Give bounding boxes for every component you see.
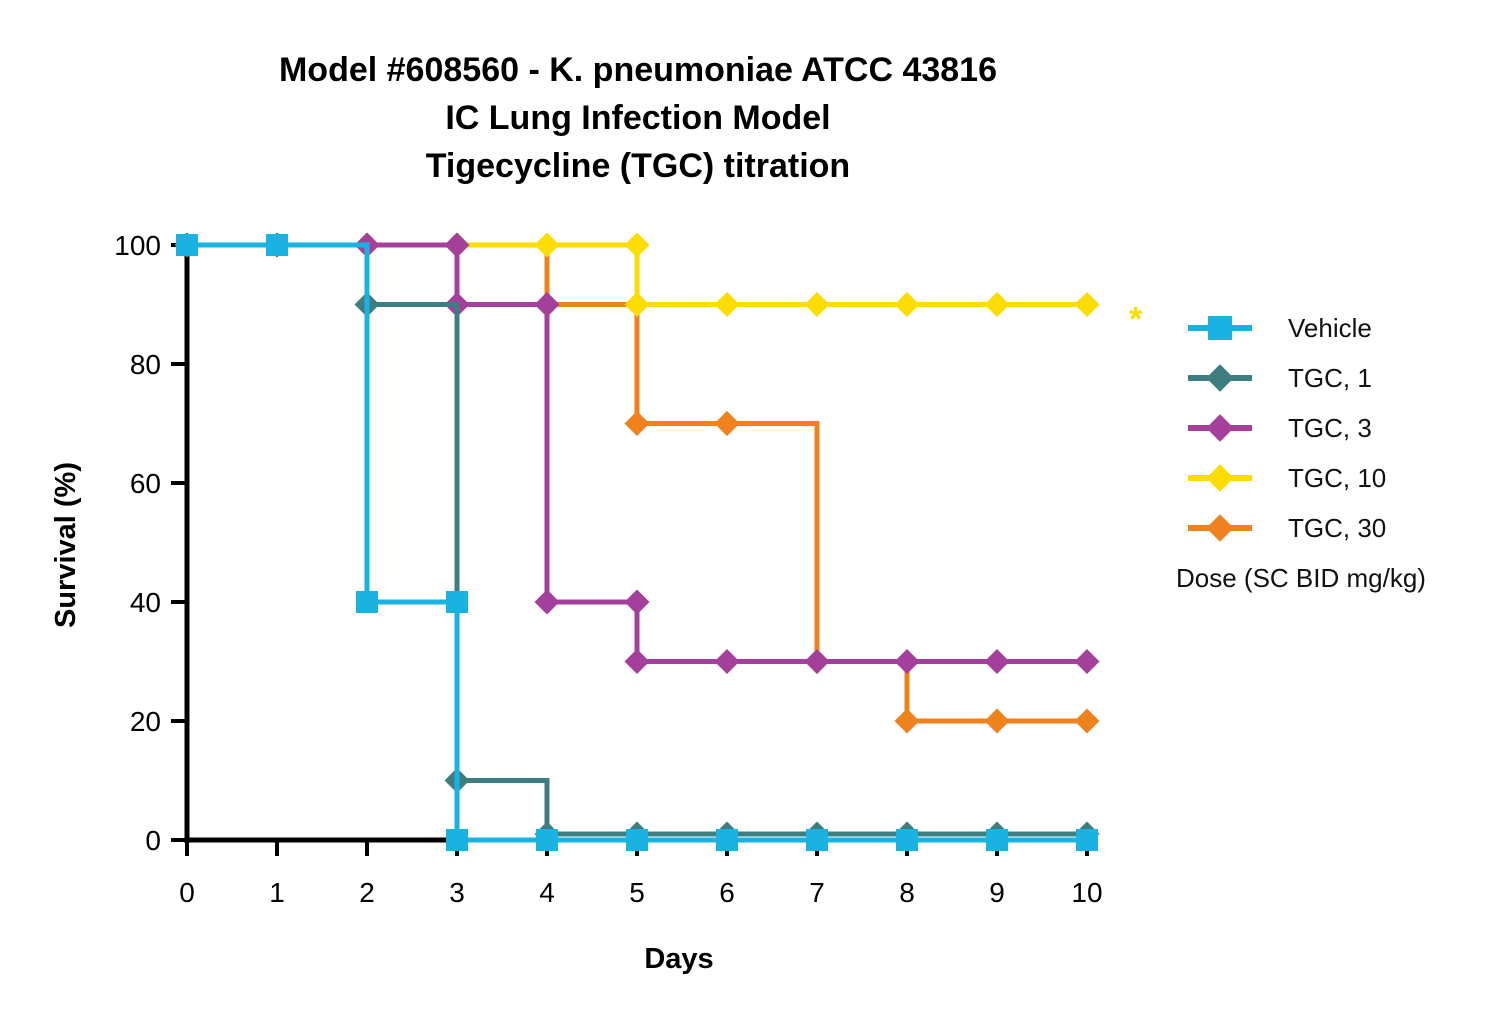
x-tick-label: 5: [629, 877, 645, 908]
y-tick-label: 60: [130, 468, 161, 499]
chart-title: Model #608560 - K. pneumoniae ATCC 43816…: [88, 46, 1188, 190]
data-point: [624, 232, 650, 258]
x-tick-label: 0: [179, 877, 195, 908]
data-point: [446, 591, 468, 613]
data-point: [716, 829, 738, 851]
data-point: [534, 589, 560, 615]
data-point: [1076, 829, 1098, 851]
y-tick-label: 0: [145, 825, 161, 856]
data-point: [984, 292, 1010, 317]
data-point: [266, 234, 288, 256]
y-tick-label: 40: [130, 587, 161, 618]
legend-label: TGC, 3: [1288, 413, 1372, 443]
data-point: [444, 232, 470, 258]
x-tick-label: 2: [359, 877, 375, 908]
data-point: [536, 829, 558, 851]
legend-item: Vehicle: [1188, 313, 1372, 343]
data-point: [624, 411, 650, 436]
data-point: [714, 292, 740, 317]
data-point: [984, 649, 1010, 674]
legend-swatch-marker: [1206, 464, 1234, 492]
y-axis-title: Survival (%): [50, 462, 82, 628]
data-point: [624, 292, 650, 317]
chart-title-line-3: Tigecycline (TGC) titration: [425, 147, 851, 185]
y-tick-label: 100: [114, 230, 161, 261]
x-tick-label: 6: [719, 877, 735, 908]
legend-label: TGC, 30: [1288, 513, 1386, 543]
data-point: [714, 411, 740, 436]
y-tick-label: 20: [130, 706, 161, 737]
x-axis-title: Days: [644, 943, 713, 975]
legend-swatch-marker: [1208, 316, 1232, 340]
legend-label: TGC, 10: [1288, 463, 1386, 493]
data-point: [356, 591, 378, 613]
legend-item: TGC, 30: [1188, 513, 1386, 543]
y-tick-label: 80: [130, 349, 161, 380]
legend-label: TGC, 1: [1288, 363, 1372, 393]
data-point: [984, 708, 1010, 734]
data-point: [894, 708, 920, 734]
data-point: [894, 649, 920, 674]
data-point: [624, 649, 650, 674]
x-tick-label: 3: [449, 877, 465, 908]
series-vehicle: [176, 234, 1098, 851]
data-point: [896, 829, 918, 851]
data-point: [804, 292, 830, 317]
series-line: [187, 242, 1087, 664]
legend-item: TGC, 10: [1188, 463, 1386, 493]
significance-annotation: *: [1129, 301, 1143, 339]
legend-swatch-marker: [1206, 414, 1234, 442]
data-point: [176, 234, 198, 256]
data-point: [986, 829, 1008, 851]
legend-label: Vehicle: [1288, 313, 1372, 343]
data-point: [806, 829, 828, 851]
data-point: [1074, 649, 1100, 674]
legend-swatch-marker: [1206, 514, 1234, 542]
data-point: [534, 292, 560, 317]
data-point: [714, 649, 740, 674]
legend-item: TGC, 1: [1188, 363, 1372, 393]
data-point: [894, 292, 920, 317]
x-tick-label: 9: [989, 877, 1005, 908]
data-point: [446, 829, 468, 851]
x-tick-label: 7: [809, 877, 825, 908]
x-tick-label: 1: [269, 877, 285, 908]
legend-item: TGC, 3: [1188, 413, 1372, 443]
data-point: [626, 829, 648, 851]
x-tick-label: 8: [899, 877, 915, 908]
legend-swatch-marker: [1206, 364, 1234, 392]
x-tick-label: 4: [539, 877, 555, 908]
chart-title-line-1: Model #608560 - K. pneumoniae ATCC 43816: [278, 51, 998, 89]
data-point: [534, 232, 560, 258]
data-point: [1074, 708, 1100, 734]
series-layer: [174, 232, 1100, 851]
data-point: [624, 589, 650, 615]
x-tick-label: 10: [1071, 877, 1102, 908]
data-point: [804, 649, 830, 674]
legend: Vehicle TGC, 1 TGC, 3 TGC, 10 TGC, 30 Dose (S…: [1176, 313, 1426, 593]
chart-title-line-2: IC Lung Infection Model: [445, 99, 831, 137]
data-point: [1074, 292, 1100, 317]
legend-note: Dose (SC BID mg/kg): [1176, 563, 1426, 593]
